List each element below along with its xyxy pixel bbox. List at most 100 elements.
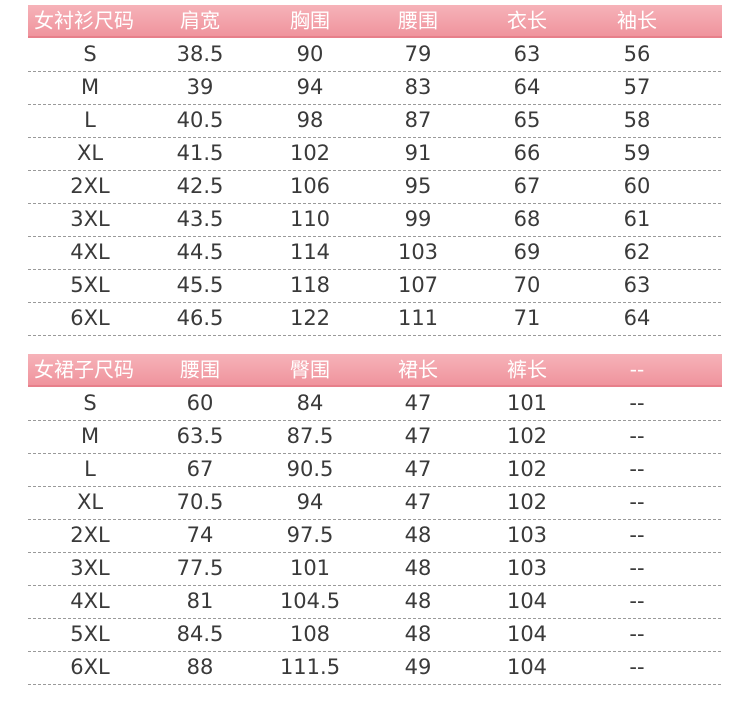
- cell: 79: [405, 42, 432, 66]
- cell: M: [81, 424, 99, 448]
- header-cell: 衣长: [507, 9, 547, 33]
- cell: M: [81, 75, 99, 99]
- cell: 118: [290, 273, 330, 297]
- cell: 48: [405, 589, 432, 613]
- cell: 104: [507, 655, 547, 679]
- cell: 84: [297, 391, 324, 415]
- cell: 114: [290, 240, 330, 264]
- cell: 5XL: [70, 622, 110, 646]
- cell: 46.5: [177, 306, 224, 330]
- cell: --: [629, 391, 644, 415]
- cell: 102: [290, 141, 330, 165]
- cell: 6XL: [70, 655, 110, 679]
- cell: --: [629, 589, 644, 613]
- cell: --: [629, 655, 644, 679]
- cell: 104: [507, 622, 547, 646]
- cell: 60: [187, 391, 214, 415]
- cell: 41.5: [177, 141, 224, 165]
- cell: 94: [297, 75, 324, 99]
- cell: 90: [297, 42, 324, 66]
- cell: 122: [290, 306, 330, 330]
- cell: 47: [405, 424, 432, 448]
- cell: 4XL: [70, 589, 110, 613]
- cell: 103: [507, 556, 547, 580]
- cell: XL: [77, 490, 103, 514]
- cell: 44.5: [177, 240, 224, 264]
- cell: --: [629, 523, 644, 547]
- cell: 99: [405, 207, 432, 231]
- cell: 69: [514, 240, 541, 264]
- cell: 90.5: [287, 457, 334, 481]
- header-cell: 裤长: [507, 358, 547, 382]
- cell: 49: [405, 655, 432, 679]
- cell: 5XL: [70, 273, 110, 297]
- cell: XL: [77, 141, 103, 165]
- cell: S: [83, 391, 96, 415]
- cell: 108: [290, 622, 330, 646]
- cell: 3XL: [70, 207, 110, 231]
- cell: 48: [405, 523, 432, 547]
- cell: 104.5: [280, 589, 340, 613]
- cell: 111: [398, 306, 438, 330]
- cell: 101: [507, 391, 547, 415]
- header-cell: 臀围: [290, 358, 330, 382]
- cell: 40.5: [177, 108, 224, 132]
- header-cell: 胸围: [290, 9, 330, 33]
- cell: 42.5: [177, 174, 224, 198]
- cell: 70: [514, 273, 541, 297]
- cell: 62: [624, 240, 651, 264]
- cell: 97.5: [287, 523, 334, 547]
- cell: 94: [297, 490, 324, 514]
- header-bar: [28, 354, 722, 386]
- cell: 81: [187, 589, 214, 613]
- cell: 70.5: [177, 490, 224, 514]
- cell: 83: [405, 75, 432, 99]
- cell: 48: [405, 622, 432, 646]
- cell: 98: [297, 108, 324, 132]
- cell: 104: [507, 589, 547, 613]
- cell: 110: [290, 207, 330, 231]
- cell: 102: [507, 424, 547, 448]
- cell: 43.5: [177, 207, 224, 231]
- cell: --: [629, 457, 644, 481]
- cell: 6XL: [70, 306, 110, 330]
- cell: 60: [624, 174, 651, 198]
- cell: 57: [624, 75, 651, 99]
- cell: 103: [398, 240, 438, 264]
- cell: 67: [187, 457, 214, 481]
- cell: 47: [405, 457, 432, 481]
- cell: 47: [405, 391, 432, 415]
- cell: 39: [187, 75, 214, 99]
- cell: 107: [398, 273, 438, 297]
- cell: 84.5: [177, 622, 224, 646]
- header-cell: 裙长: [398, 358, 438, 382]
- header-cell: --: [630, 358, 644, 382]
- cell: 48: [405, 556, 432, 580]
- header-cell: 女裙子尺码: [34, 358, 134, 382]
- cell: 59: [624, 141, 651, 165]
- cell: L: [84, 457, 96, 481]
- cell: 56: [624, 42, 651, 66]
- cell: 102: [507, 457, 547, 481]
- header-cell: 袖长: [617, 9, 657, 33]
- cell: 66: [514, 141, 541, 165]
- cell: 63: [514, 42, 541, 66]
- cell: 95: [405, 174, 432, 198]
- cell: 91: [405, 141, 432, 165]
- cell: 47: [405, 490, 432, 514]
- cell: 61: [624, 207, 651, 231]
- cell: --: [629, 622, 644, 646]
- cell: 64: [624, 306, 651, 330]
- cell: 102: [507, 490, 547, 514]
- cell: 2XL: [70, 174, 110, 198]
- cell: 68: [514, 207, 541, 231]
- cell: 3XL: [70, 556, 110, 580]
- cell: 65: [514, 108, 541, 132]
- cell: 71: [514, 306, 541, 330]
- header-cell: 腰围: [398, 9, 438, 33]
- cell: 63.5: [177, 424, 224, 448]
- cell: --: [629, 490, 644, 514]
- cell: 88: [187, 655, 214, 679]
- cell: --: [629, 556, 644, 580]
- cell: 4XL: [70, 240, 110, 264]
